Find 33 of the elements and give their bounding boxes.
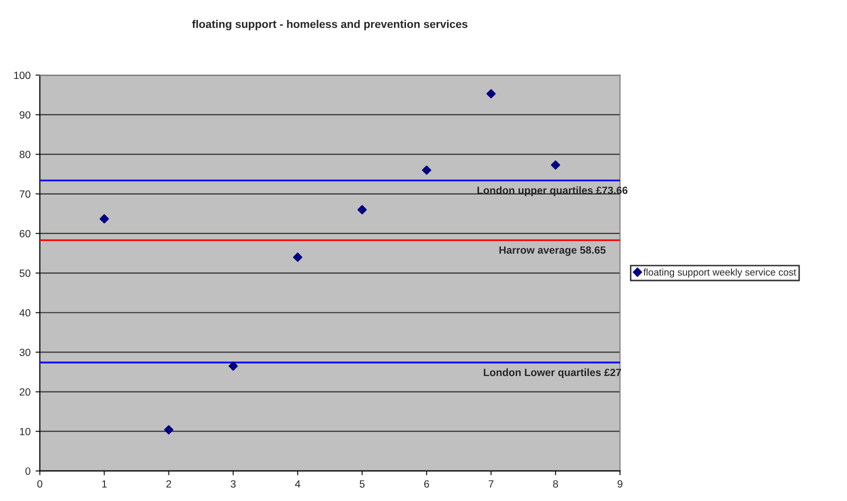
x-tick-label: 8	[553, 480, 558, 488]
point	[550, 160, 560, 170]
x-tick-label: 5	[360, 480, 365, 488]
y-tick-label: 100	[14, 72, 30, 80]
point	[100, 214, 109, 224]
y-tick-label: 20	[20, 388, 30, 396]
ref-line-label: Harrow average 58.65	[499, 246, 606, 256]
x-tick-label: 9	[618, 480, 622, 488]
x-tick-label: 1	[102, 480, 107, 488]
point	[486, 89, 496, 98]
y-tick-label: 70	[20, 190, 30, 198]
ref-line-label: London Lower quartiles £27	[484, 368, 622, 378]
chart-title: floating support - homeless and prevention services	[192, 20, 468, 30]
x-tick-label: 3	[230, 480, 236, 488]
y-tick-label: 50	[20, 270, 30, 277]
x-tick-label: 2	[166, 480, 172, 488]
point	[164, 425, 174, 434]
y-tick-label: 30	[20, 348, 30, 356]
x-tick-label: 0	[37, 480, 42, 488]
point	[228, 361, 238, 371]
point	[358, 205, 367, 214]
x-tick-label: 7	[488, 480, 494, 488]
x-tick-label: 4	[295, 480, 300, 488]
x-tick-label: 6	[424, 480, 430, 488]
y-tick-label: 10	[20, 428, 30, 436]
y-tick-label: 60	[20, 230, 30, 238]
point	[293, 252, 302, 262]
point	[422, 166, 432, 175]
y-tick-label: 90	[20, 111, 30, 119]
y-tick-label: 0	[25, 467, 30, 475]
y-tick-label: 80	[20, 150, 30, 158]
y-tick-label: 40	[19, 309, 30, 316]
legend-label: floating support weekly service cost	[643, 268, 796, 278]
